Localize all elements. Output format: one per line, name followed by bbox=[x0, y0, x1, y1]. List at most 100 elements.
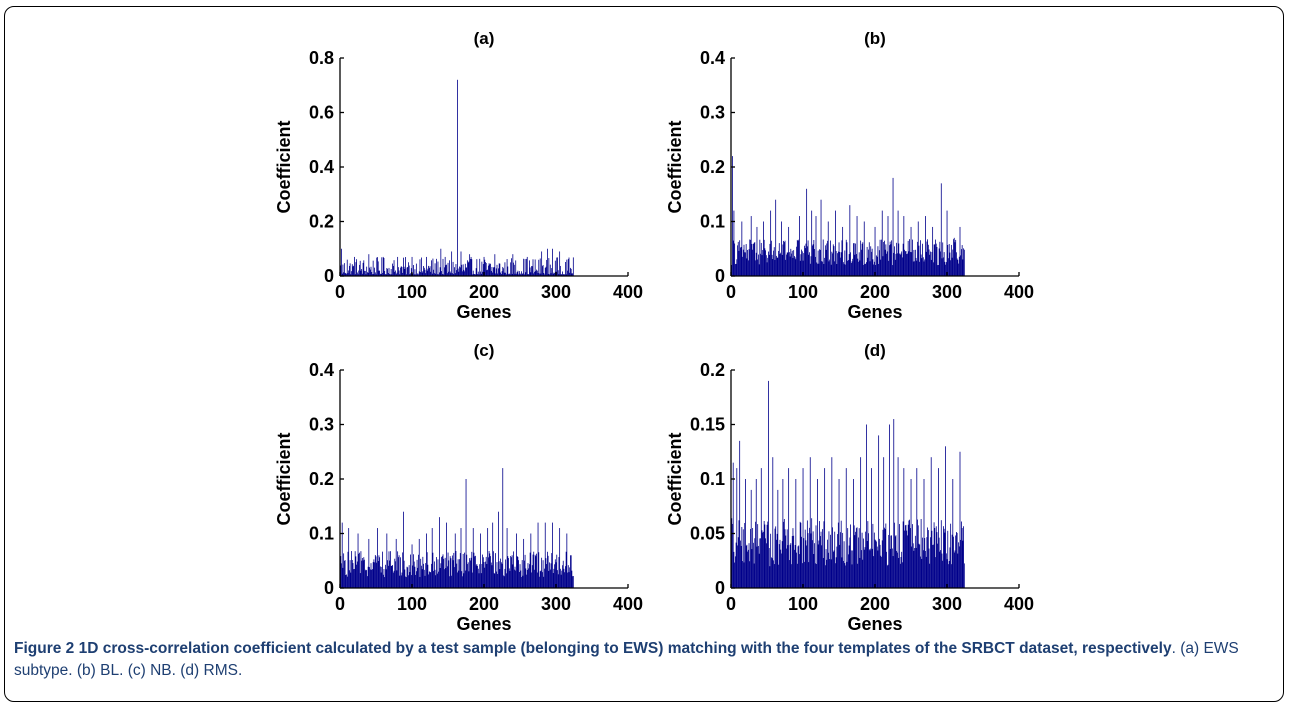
bar bbox=[368, 254, 370, 276]
bar bbox=[530, 272, 532, 276]
bar bbox=[808, 254, 810, 276]
bar bbox=[750, 239, 751, 276]
bar bbox=[872, 259, 874, 276]
bar bbox=[558, 557, 560, 588]
bar bbox=[924, 259, 926, 276]
bar bbox=[378, 270, 380, 276]
x-tick-label: 100 bbox=[397, 594, 427, 614]
bar bbox=[912, 543, 914, 588]
bar bbox=[945, 264, 946, 276]
bar bbox=[343, 560, 345, 588]
bar bbox=[369, 567, 370, 588]
bar bbox=[529, 267, 531, 276]
bars-d bbox=[731, 380, 965, 588]
bar bbox=[567, 572, 568, 588]
bar bbox=[452, 560, 454, 588]
bar bbox=[421, 257, 422, 276]
bar bbox=[477, 273, 478, 276]
bar bbox=[373, 559, 375, 588]
bar bbox=[565, 262, 566, 276]
bar bbox=[489, 264, 491, 276]
bar bbox=[934, 244, 936, 276]
bar bbox=[542, 265, 544, 276]
bar bbox=[907, 240, 909, 276]
bar bbox=[937, 265, 939, 276]
bar bbox=[927, 527, 928, 588]
bar bbox=[888, 260, 890, 276]
bar bbox=[508, 273, 510, 276]
bar bbox=[760, 242, 762, 276]
bar bbox=[886, 253, 887, 276]
bar bbox=[830, 559, 832, 588]
bar bbox=[961, 527, 963, 588]
bar bbox=[895, 253, 897, 276]
bar bbox=[956, 252, 957, 276]
bar bbox=[940, 550, 941, 588]
bar bbox=[953, 536, 954, 588]
bar bbox=[535, 556, 537, 588]
bar bbox=[454, 273, 456, 276]
bar bbox=[439, 567, 441, 588]
bar bbox=[855, 254, 857, 276]
bar bbox=[541, 557, 543, 588]
figure-frame bbox=[4, 6, 1284, 702]
bar bbox=[838, 479, 840, 588]
bar bbox=[937, 543, 939, 588]
bar bbox=[935, 243, 937, 276]
bar bbox=[760, 538, 761, 588]
bar bbox=[899, 254, 901, 276]
bar bbox=[454, 567, 455, 588]
bar bbox=[433, 273, 435, 276]
bar bbox=[814, 543, 815, 588]
bar bbox=[835, 250, 837, 276]
bar bbox=[551, 553, 553, 588]
bar bbox=[904, 249, 905, 276]
bars-c bbox=[340, 468, 574, 588]
bar bbox=[526, 258, 527, 276]
bar bbox=[512, 254, 514, 276]
bar bbox=[442, 554, 444, 588]
bar bbox=[404, 569, 406, 588]
bar bbox=[469, 254, 471, 276]
bar bbox=[855, 243, 856, 276]
bar bbox=[923, 261, 925, 276]
y-tick-label: 0.2 bbox=[700, 157, 725, 177]
bar bbox=[474, 274, 476, 276]
y-tick-label: 0.15 bbox=[690, 415, 725, 435]
bar bbox=[482, 271, 483, 276]
bar bbox=[874, 226, 876, 276]
bar bbox=[460, 528, 462, 588]
bar bbox=[820, 199, 822, 276]
bar bbox=[544, 522, 546, 588]
bar bbox=[572, 576, 573, 588]
bar bbox=[379, 270, 381, 276]
bar bbox=[370, 563, 372, 588]
bar bbox=[354, 551, 356, 588]
bar bbox=[948, 560, 950, 588]
bar bbox=[914, 535, 916, 588]
bar bbox=[541, 572, 543, 588]
bar bbox=[819, 249, 820, 276]
bar bbox=[882, 256, 884, 276]
bar bbox=[876, 541, 877, 588]
bar bbox=[350, 274, 352, 276]
bar bbox=[743, 562, 745, 588]
bar bbox=[781, 541, 783, 588]
bar bbox=[940, 251, 941, 276]
bar bbox=[487, 269, 489, 276]
bar bbox=[930, 259, 932, 276]
bar bbox=[341, 273, 343, 276]
bar bbox=[440, 563, 442, 588]
bar bbox=[534, 554, 536, 588]
bar bbox=[808, 562, 810, 588]
bar bbox=[961, 249, 962, 276]
bar bbox=[480, 573, 482, 588]
bar bbox=[550, 273, 552, 276]
bar bbox=[865, 531, 867, 588]
bar bbox=[961, 245, 963, 276]
bar bbox=[359, 573, 361, 588]
bar bbox=[506, 259, 508, 276]
bar bbox=[494, 573, 496, 588]
bar bbox=[920, 518, 922, 588]
bar bbox=[472, 274, 473, 276]
